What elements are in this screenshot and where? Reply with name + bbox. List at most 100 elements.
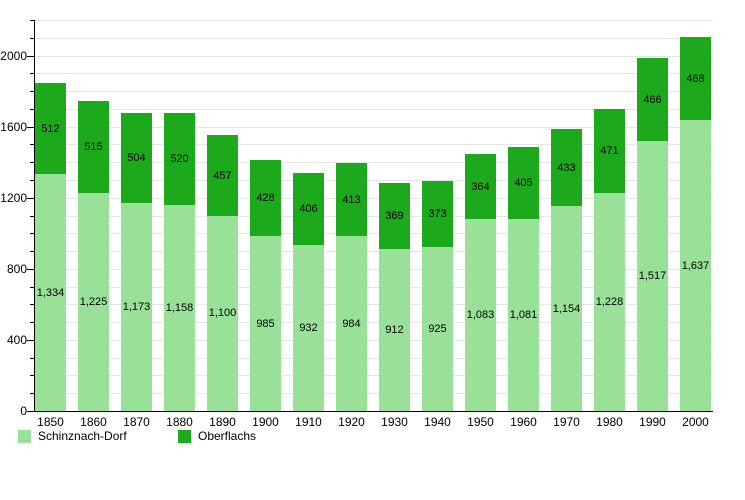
bar-segment-schinznach-dorf-1970: 1,154 xyxy=(551,206,582,411)
bar-value-label: 1,081 xyxy=(509,309,538,321)
bar-segment-schinznach-dorf-1980: 1,228 xyxy=(594,193,625,411)
bar-segment-oberflachs-1910: 406 xyxy=(293,173,324,245)
bar-segment-schinznach-dorf-1850: 1,334 xyxy=(35,174,66,411)
bar-value-label: 1,637 xyxy=(681,259,710,272)
y-tick-major xyxy=(27,269,34,270)
y-tick-label-800: 800 xyxy=(6,262,27,276)
bar-segment-oberflachs-1900: 428 xyxy=(250,160,281,236)
bar-value-label: 504 xyxy=(127,152,146,164)
legend-item-oberflachs: Oberflachs xyxy=(178,429,256,443)
legend-swatch-oberflachs xyxy=(178,429,191,443)
y-tick-minor xyxy=(30,216,34,217)
gridline xyxy=(34,375,713,376)
legend-item-schinznach-dorf: Schinznach-Dorf xyxy=(18,429,127,443)
y-tick-minor xyxy=(30,375,34,376)
bar-value-label: 984 xyxy=(342,317,361,330)
gridline xyxy=(34,56,713,57)
x-tick-label-1910: 1910 xyxy=(295,415,322,429)
y-tick-minor xyxy=(30,358,34,359)
y-tick-minor xyxy=(30,73,34,74)
legend-swatch-schinznach-dorf xyxy=(18,429,31,443)
bar-value-label: 468 xyxy=(686,72,705,85)
gridline xyxy=(34,38,713,39)
bar-value-label: 1,228 xyxy=(595,296,624,308)
bar-segment-schinznach-dorf-1960: 1,081 xyxy=(508,219,539,411)
x-tick-label-1850: 1850 xyxy=(37,415,64,429)
bar-segment-schinznach-dorf-1890: 1,100 xyxy=(207,215,238,411)
gridline xyxy=(34,340,713,341)
x-tick-label-1890: 1890 xyxy=(209,415,236,429)
bar-value-label: 912 xyxy=(385,324,404,336)
bar-value-label: 413 xyxy=(342,193,361,206)
gridline xyxy=(34,91,713,92)
y-tick-minor xyxy=(30,304,34,305)
bar-value-label: 925 xyxy=(428,323,447,335)
gridline xyxy=(34,180,713,181)
bar-value-label: 1,517 xyxy=(638,270,667,282)
gridline xyxy=(34,269,713,270)
bar-segment-oberflachs-1920: 413 xyxy=(336,163,367,236)
x-tick-label-1900: 1900 xyxy=(252,415,279,429)
y-tick-minor xyxy=(30,180,34,181)
bar-segment-oberflachs-1970: 433 xyxy=(551,129,582,206)
legend-label-oberflachs: Oberflachs xyxy=(198,429,257,443)
bar-value-label: 515 xyxy=(84,141,103,153)
x-tick-label-1980: 1980 xyxy=(596,415,623,429)
y-tick-minor xyxy=(30,251,34,252)
bar-segment-oberflachs-1960: 405 xyxy=(508,147,539,219)
bar-value-label: 520 xyxy=(170,153,189,165)
bar-value-label: 466 xyxy=(643,93,662,106)
y-tick-minor xyxy=(30,287,34,288)
gridline xyxy=(34,198,713,199)
x-tick-label-1930: 1930 xyxy=(381,415,408,429)
bar-segment-schinznach-dorf-1880: 1,158 xyxy=(164,205,195,411)
x-tick-label-2000: 2000 xyxy=(682,415,709,429)
bar-value-label: 405 xyxy=(514,177,533,189)
gridline xyxy=(34,73,713,74)
bar-value-label: 373 xyxy=(428,208,447,220)
x-axis-line xyxy=(34,411,713,412)
bar-segment-schinznach-dorf-1870: 1,173 xyxy=(121,203,152,411)
bar-segment-schinznach-dorf-1920: 984 xyxy=(336,236,367,411)
bar-segment-oberflachs-1940: 373 xyxy=(422,181,453,247)
bar-value-label: 457 xyxy=(213,169,232,182)
bar-segment-oberflachs-1880: 520 xyxy=(164,113,195,205)
bar-value-label: 364 xyxy=(471,180,490,193)
bar-segment-schinznach-dorf-1860: 1,225 xyxy=(78,193,109,411)
gridline xyxy=(34,393,713,394)
gridline xyxy=(34,20,713,21)
bar-segment-schinznach-dorf-1990: 1,517 xyxy=(637,141,668,411)
x-tick-label-1880: 1880 xyxy=(166,415,193,429)
y-tick-label-1200: 1200 xyxy=(0,191,27,205)
y-tick-minor xyxy=(30,38,34,39)
gridline xyxy=(34,144,713,145)
bar-segment-oberflachs-1870: 504 xyxy=(121,113,152,203)
gridline xyxy=(34,304,713,305)
bar-segment-oberflachs-1850: 512 xyxy=(35,83,66,174)
y-tick-minor xyxy=(30,109,34,110)
bar-segment-schinznach-dorf-1940: 925 xyxy=(422,247,453,411)
y-tick-label-1600: 1600 xyxy=(0,120,27,134)
bar-segment-oberflachs-1980: 471 xyxy=(594,109,625,193)
gridline xyxy=(34,162,713,163)
legend-label-schinznach-dorf: Schinznach-Dorf xyxy=(38,429,127,443)
bar-value-label: 1,083 xyxy=(466,309,495,321)
y-tick-label-2000: 2000 xyxy=(0,49,27,63)
bar-value-label: 428 xyxy=(256,192,275,204)
bar-value-label: 406 xyxy=(299,203,318,215)
x-tick-label-1950: 1950 xyxy=(467,415,494,429)
x-tick-label-1970: 1970 xyxy=(553,415,580,429)
bar-value-label: 985 xyxy=(256,317,275,330)
gridline xyxy=(34,287,713,288)
bar-value-label: 512 xyxy=(41,122,60,135)
bar-value-label: 1,173 xyxy=(122,301,151,313)
bar-segment-schinznach-dorf-1910: 932 xyxy=(293,245,324,411)
y-tick-minor xyxy=(30,322,34,323)
bar-value-label: 1,100 xyxy=(208,307,237,319)
x-tick-label-1990: 1990 xyxy=(639,415,666,429)
bar-value-label: 369 xyxy=(385,210,404,222)
y-axis-line xyxy=(34,20,35,412)
y-tick-major xyxy=(27,127,34,128)
bar-segment-schinznach-dorf-1950: 1,083 xyxy=(465,219,496,411)
